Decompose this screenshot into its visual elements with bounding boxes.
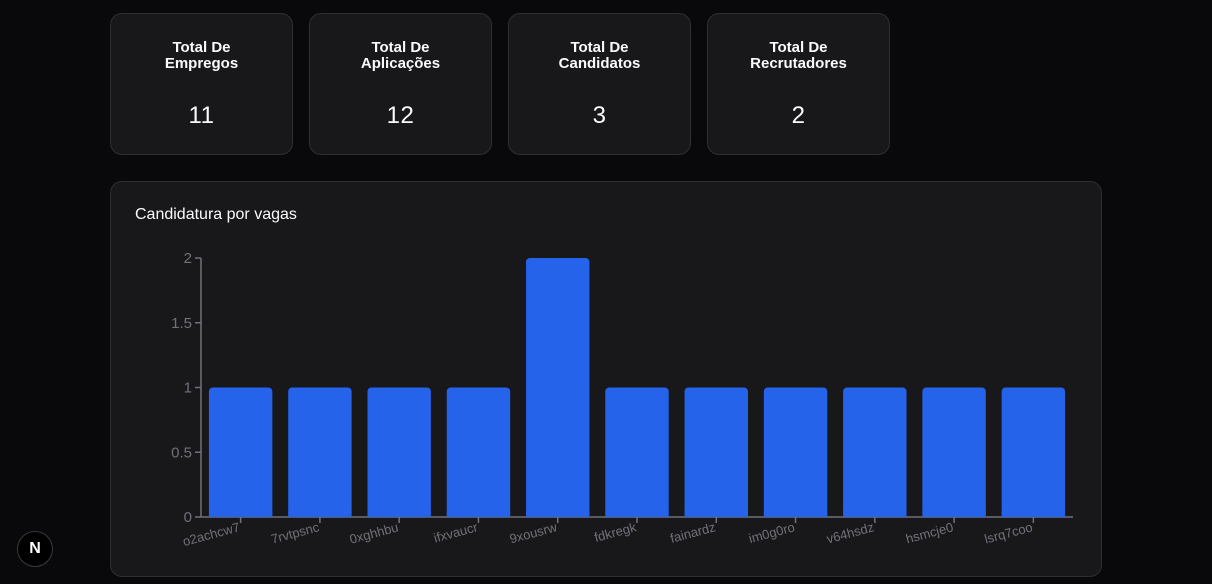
x-tick-label: 9xousrw [508, 519, 559, 546]
stat-value-jobs: 11 [188, 102, 215, 129]
bar-base-fainardz [684, 511, 748, 517]
bar-ifxvaucr [446, 387, 511, 517]
stat-value-applications: 12 [386, 102, 415, 129]
bar-fdkregk [605, 387, 669, 517]
stat-card-applications: Total De Aplicações 12 [309, 13, 492, 155]
x-tick-label: fainardz [668, 519, 717, 545]
y-tick-label: 0 [184, 509, 192, 526]
bar-base-o2achcw7 [208, 511, 273, 517]
bar-9xousrw [526, 258, 590, 517]
nextjs-logo-icon[interactable]: N [17, 531, 53, 567]
y-tick-label: 1.5 [171, 315, 192, 332]
bar-base-ifxvaucr [446, 511, 511, 517]
chart-title: Candidatura por vagas [135, 206, 297, 223]
bar-base-fdkregk [605, 511, 669, 517]
y-tick-label: 1 [184, 380, 192, 397]
bar-base-v64hsdz [843, 511, 907, 517]
stat-title-jobs: Total De Empregos [164, 39, 239, 72]
bar-hsmcje0 [922, 387, 986, 517]
bar-0xghhbu [367, 387, 431, 517]
bar-base-7rvtpsnc [288, 511, 352, 517]
stat-title-candidates: Total De Candidatos [558, 39, 641, 72]
bar-base-im0g0ro [763, 511, 828, 517]
bar-base-lsrq7coo [1001, 511, 1066, 517]
stat-card-jobs: Total De Empregos 11 [110, 13, 293, 155]
applications-chart-card: Candidatura por vagas 0 0.5 1 1.5 2 o2achcw7 7… [110, 181, 1102, 577]
bar-7rvtpsnc [288, 387, 352, 517]
x-tick-label: ifxvaucr [432, 519, 480, 545]
bar-base-9xousrw [526, 511, 590, 517]
stat-card-recruiters: Total De Recrutadores 2 [707, 13, 890, 155]
stats-row: Total De Empregos 11 Total De Aplicações… [110, 13, 890, 155]
bar-base-hsmcje0 [922, 511, 986, 517]
stat-title-applications: Total De Aplicações [360, 39, 441, 72]
x-tick-label: 0xghhbu [348, 519, 400, 546]
bar-im0g0ro [763, 387, 828, 517]
bar-base-0xghhbu [367, 511, 431, 517]
x-tick-label: fdkregk [593, 519, 639, 545]
x-tick-label: im0g0ro [747, 519, 796, 546]
bar-v64hsdz [843, 387, 907, 517]
x-tick-label: v64hsdz [825, 519, 876, 546]
stat-value-recruiters: 2 [791, 102, 806, 129]
bar-o2achcw7 [208, 387, 273, 517]
x-tick-label: lsrq7coo [983, 519, 1034, 546]
bar-lsrq7coo [1001, 387, 1066, 517]
bar-fainardz [684, 387, 748, 517]
y-tick-label: 2 [184, 250, 192, 267]
stat-title-recruiters: Total De Recrutadores [750, 39, 847, 72]
x-tick-label: 7rvtpsnc [269, 519, 321, 546]
y-tick-label: 0.5 [171, 444, 192, 461]
stat-card-candidates: Total De Candidatos 3 [508, 13, 691, 155]
x-tick-label: hsmcje0 [904, 519, 955, 546]
stat-value-candidates: 3 [592, 102, 607, 129]
